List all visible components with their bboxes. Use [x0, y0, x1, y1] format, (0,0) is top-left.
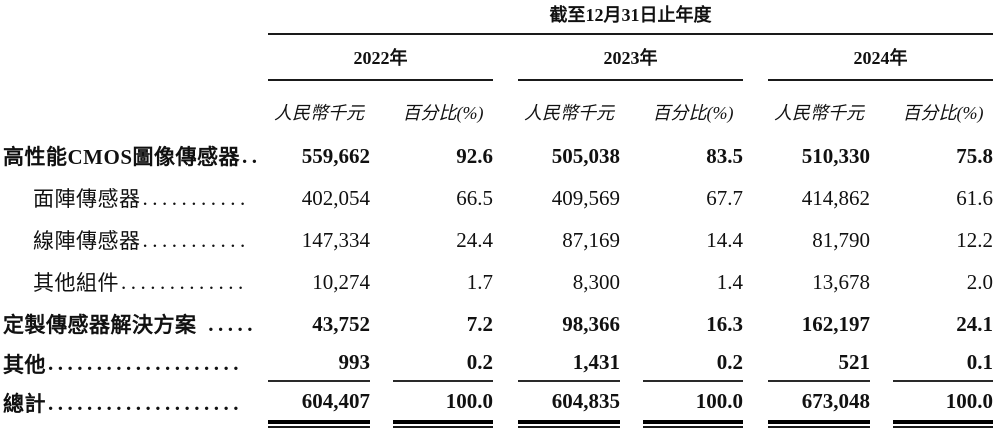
table-title: 截至12月31日止年度 — [268, 0, 993, 35]
report-table: 截至12月31日止年度 2022年 2023年 2024年 人民幣千元 百分比(… — [0, 0, 1000, 428]
row-label: 高性能CMOS圖像傳感器.. — [3, 143, 262, 170]
cell-percent-2022: 66.5 — [456, 185, 493, 210]
cell-percent-2022: 7.2 — [466, 311, 493, 336]
table-row: 面陣傳感器........... 402,054 66.5 409,569 67… — [0, 177, 1000, 219]
cell-percent-2024: 0.1 — [893, 345, 993, 382]
dot-leader: .. — [242, 143, 262, 168]
cell-amount-2023: 8,300 — [572, 269, 620, 294]
cell-amount-2024: 510,330 — [801, 143, 870, 168]
row-label: 其他組件............. — [33, 269, 248, 296]
year-header-2024: 2024年 — [768, 35, 993, 81]
cell-percent-2024: 75.8 — [956, 143, 993, 168]
cell-percent-2023: 0.2 — [643, 345, 743, 382]
row-label: 其他.................... — [3, 351, 243, 377]
cell-amount-2022: 559,662 — [301, 143, 370, 168]
dot-leader: ........... — [142, 227, 250, 252]
dot-leader: .................... — [48, 390, 243, 415]
cell-amount-2023: 505,038 — [551, 143, 620, 168]
cell-percent-2024: 61.6 — [956, 185, 993, 210]
cell-percent-2022: 24.4 — [456, 227, 493, 252]
table-row: 其他.................... 993 0.2 1,431 0.2… — [0, 345, 1000, 382]
cell-percent-2022: 0.2 — [393, 345, 493, 382]
cell-amount-2023: 98,366 — [562, 311, 620, 336]
cell-percent-2023: 100.0 — [643, 382, 743, 424]
col-header-percent-2024: 百分比(%) — [902, 103, 984, 123]
year-header-row: 2022年 2023年 2024年 — [0, 35, 1000, 81]
cell-amount-2024: 414,862 — [801, 185, 870, 210]
cell-amount-2024: 521 — [768, 345, 870, 382]
cell-percent-2023: 67.7 — [706, 185, 743, 210]
cell-amount-2024: 81,790 — [812, 227, 870, 252]
row-label: 線陣傳感器........... — [33, 227, 250, 254]
cell-amount-2022: 147,334 — [301, 227, 370, 252]
year-header-2022: 2022年 — [268, 35, 493, 81]
cell-percent-2024: 100.0 — [893, 382, 993, 424]
cell-amount-2024: 162,197 — [801, 311, 870, 336]
table-title-row: 截至12月31日止年度 — [0, 0, 1000, 35]
col-header-amount-2022: 人民幣千元 — [274, 103, 364, 123]
cell-percent-2023: 14.4 — [706, 227, 743, 252]
col-header-percent-2022: 百分比(%) — [402, 103, 484, 123]
table-row: 定製傳感器解決方案 ..... 43,752 7.2 98,366 16.3 1… — [0, 303, 1000, 345]
cell-amount-2024: 673,048 — [768, 382, 870, 424]
cell-amount-2022: 43,752 — [312, 311, 370, 336]
cell-amount-2022: 993 — [268, 345, 370, 382]
col-header-percent-2023: 百分比(%) — [652, 103, 734, 123]
cell-amount-2023: 604,835 — [518, 382, 620, 424]
col-header-amount-2023: 人民幣千元 — [524, 103, 614, 123]
table-row-total: 總計.................... 604,407 100.0 604… — [0, 382, 1000, 424]
table-row: 高性能CMOS圖像傳感器.. 559,662 92.6 505,038 83.5… — [0, 135, 1000, 177]
row-label: 面陣傳感器........... — [33, 185, 250, 212]
dot-leader: ............. — [121, 269, 248, 294]
col-header-amount-2024: 人民幣千元 — [774, 103, 864, 123]
cell-percent-2022: 100.0 — [393, 382, 493, 424]
dot-leader: ........... — [142, 185, 250, 210]
cell-amount-2023: 409,569 — [551, 185, 620, 210]
cell-percent-2024: 24.1 — [956, 311, 993, 336]
table-row: 線陣傳感器........... 147,334 24.4 87,169 14.… — [0, 219, 1000, 261]
cell-amount-2023: 1,431 — [518, 345, 620, 382]
cell-percent-2023: 16.3 — [706, 311, 743, 336]
cell-amount-2023: 87,169 — [562, 227, 620, 252]
total-double-rule — [0, 424, 1000, 428]
cell-amount-2022: 604,407 — [268, 382, 370, 424]
dot-leader: .................... — [48, 351, 243, 375]
cell-percent-2024: 2.0 — [966, 269, 993, 294]
cell-percent-2022: 92.6 — [456, 143, 493, 168]
cell-percent-2023: 83.5 — [706, 143, 743, 168]
cell-percent-2023: 1.4 — [716, 269, 743, 294]
column-header-row: 人民幣千元 百分比(%) 人民幣千元 百分比(%) 人民幣千元 百分比(%) — [0, 81, 1000, 135]
row-label: 總計.................... — [3, 390, 243, 417]
cell-amount-2022: 402,054 — [301, 185, 370, 210]
table-row: 其他組件............. 10,274 1.7 8,300 1.4 1… — [0, 261, 1000, 303]
year-header-2023: 2023年 — [518, 35, 743, 81]
cell-percent-2024: 12.2 — [956, 227, 993, 252]
row-label: 定製傳感器解決方案 ..... — [3, 311, 257, 338]
cell-amount-2024: 13,678 — [812, 269, 870, 294]
cell-amount-2022: 10,274 — [312, 269, 370, 294]
dot-leader: ..... — [198, 311, 257, 336]
cell-percent-2022: 1.7 — [466, 269, 493, 294]
